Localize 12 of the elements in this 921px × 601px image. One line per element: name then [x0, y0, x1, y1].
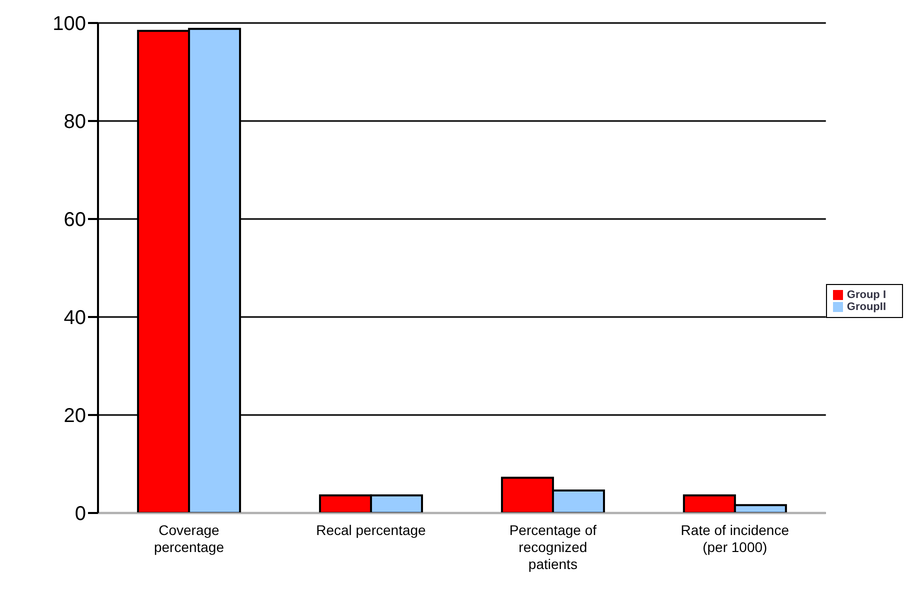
x-tick-label: Percentage of recognized patients: [509, 522, 597, 572]
y-tick-label: 80: [64, 111, 86, 134]
legend-label: GroupII: [846, 300, 886, 312]
x-tick-label: Rate of incidence (per 1000): [680, 522, 790, 555]
y-tick-label: 40: [64, 307, 86, 330]
legend-label: Group I: [846, 288, 886, 300]
y-tick-label: 60: [64, 209, 86, 232]
x-tick-label: Recal percentage: [316, 522, 426, 538]
x-tick-label: Coverage percentage: [154, 522, 224, 555]
y-tick-label: 100: [52, 13, 86, 36]
y-tick-label: 0: [74, 503, 86, 526]
y-tick-label: 20: [64, 405, 86, 428]
